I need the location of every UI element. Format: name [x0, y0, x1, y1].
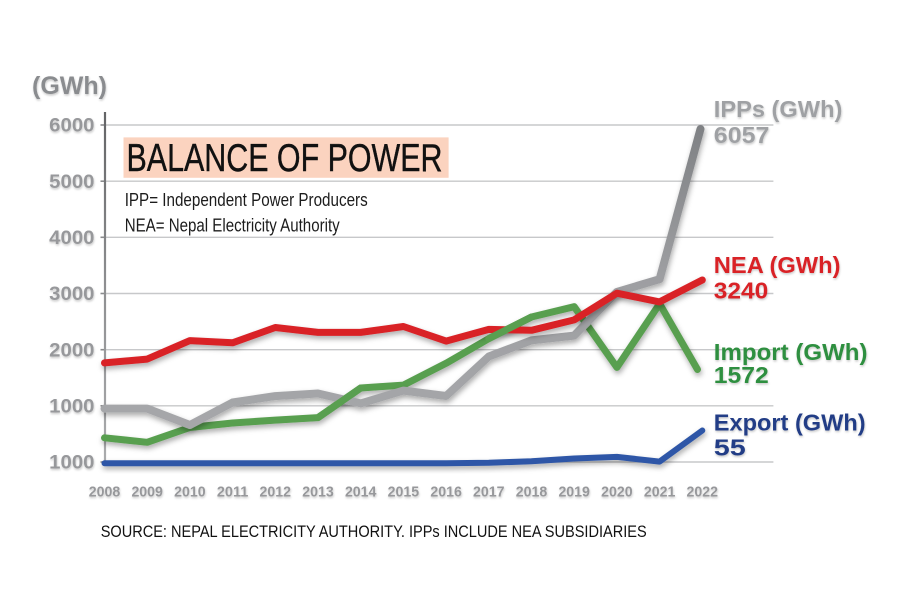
svg-text:2017: 2017	[473, 485, 505, 501]
svg-text:SOURCE: NEPAL ELECTRICITY AUTH: SOURCE: NEPAL ELECTRICITY AUTHORITY. IPP…	[101, 522, 647, 541]
svg-text:1000: 1000	[49, 453, 94, 474]
svg-text:2008: 2008	[89, 485, 121, 501]
svg-text:2022: 2022	[687, 485, 719, 501]
svg-text:IPPs (GWh): IPPs (GWh)	[714, 96, 843, 122]
svg-text:3000: 3000	[49, 284, 94, 305]
svg-text:Import (GWh): Import (GWh)	[714, 339, 868, 365]
svg-text:2016: 2016	[430, 485, 462, 501]
svg-text:2011: 2011	[217, 485, 249, 501]
svg-text:NEA (GWh): NEA (GWh)	[714, 252, 841, 278]
svg-text:2000: 2000	[49, 340, 94, 361]
svg-text:2013: 2013	[302, 485, 334, 501]
svg-text:5000: 5000	[49, 172, 94, 193]
svg-text:2014: 2014	[345, 485, 377, 501]
svg-text:2018: 2018	[516, 485, 548, 501]
svg-text:1000: 1000	[49, 397, 94, 418]
svg-text:Export (GWh): Export (GWh)	[714, 410, 866, 436]
svg-text:6000: 6000	[49, 116, 94, 137]
svg-text:NEA= Nepal Electricity Authori: NEA= Nepal Electricity Authority	[125, 216, 340, 236]
svg-text:1572: 1572	[714, 362, 769, 388]
svg-text:3240: 3240	[714, 278, 769, 304]
svg-text:2020: 2020	[601, 485, 633, 501]
svg-text:2010: 2010	[174, 485, 206, 501]
svg-text:BALANCE OF POWER: BALANCE OF POWER	[127, 137, 443, 180]
svg-text:4000: 4000	[49, 228, 94, 249]
svg-text:2019: 2019	[558, 485, 590, 501]
svg-text:IPP= Independent Power Produce: IPP= Independent Power Producers	[125, 190, 368, 210]
svg-text:55: 55	[714, 434, 746, 460]
svg-text:(GWh): (GWh)	[32, 72, 107, 100]
svg-text:2009: 2009	[131, 485, 163, 501]
svg-text:2015: 2015	[388, 485, 420, 501]
svg-text:2021: 2021	[644, 485, 676, 501]
svg-text:2012: 2012	[260, 485, 292, 501]
svg-text:6057: 6057	[714, 122, 770, 148]
